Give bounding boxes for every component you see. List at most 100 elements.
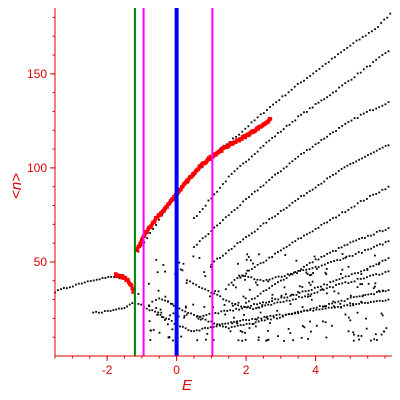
data-point	[192, 282, 195, 285]
data-point	[311, 267, 314, 270]
data-point	[305, 271, 308, 274]
data-point	[382, 290, 384, 292]
data-point	[359, 71, 362, 74]
data-point	[204, 327, 206, 329]
data-point	[268, 256, 271, 259]
data-point	[322, 305, 324, 308]
data-point	[317, 141, 320, 144]
data-point	[308, 148, 311, 151]
data-point	[300, 268, 302, 271]
data-point	[256, 150, 259, 153]
data-point	[332, 280, 335, 283]
data-point	[312, 272, 314, 274]
data-point	[315, 306, 318, 309]
data-point	[216, 293, 219, 296]
data-point	[337, 53, 339, 56]
data-point	[309, 283, 312, 286]
data-point	[352, 162, 355, 164]
data-point	[231, 302, 234, 305]
data-point	[244, 127, 247, 130]
data-point	[235, 321, 238, 324]
data-point	[201, 237, 204, 240]
data-point	[231, 322, 234, 325]
data-point	[250, 121, 253, 124]
data-point	[326, 177, 329, 180]
data-point	[259, 186, 262, 188]
data-point	[248, 234, 250, 237]
data-point	[307, 338, 310, 340]
data-point	[294, 271, 297, 273]
data-point	[380, 22, 383, 24]
data-point	[268, 218, 271, 221]
data-point	[280, 275, 283, 278]
data-point	[262, 301, 264, 304]
data-point	[375, 149, 378, 152]
data-point	[274, 215, 276, 218]
data-point	[206, 332, 209, 335]
data-point	[329, 251, 331, 254]
data-point	[187, 312, 190, 314]
data-point	[376, 244, 378, 247]
data-point	[271, 297, 273, 300]
data-point	[233, 140, 238, 145]
data-point	[351, 255, 354, 257]
data-point	[347, 265, 350, 268]
data-point	[367, 154, 369, 156]
data-point	[298, 292, 301, 294]
data-point	[364, 294, 367, 296]
data-point	[230, 173, 233, 175]
data-point	[284, 254, 287, 256]
data-point	[317, 226, 320, 229]
data-point	[204, 204, 207, 207]
data-point	[256, 116, 259, 119]
data-point	[311, 188, 314, 191]
data-point	[128, 303, 131, 306]
data-point	[350, 281, 353, 283]
data-point	[292, 339, 295, 342]
data-point	[349, 44, 352, 47]
data-point	[330, 306, 333, 309]
data-point	[317, 184, 320, 186]
data-point	[190, 330, 193, 332]
data-point	[230, 281, 233, 284]
data-point	[248, 196, 250, 199]
data-point	[224, 180, 227, 183]
data-point	[381, 54, 384, 56]
data-point	[387, 144, 390, 147]
data-point	[246, 306, 248, 309]
data-point	[387, 50, 390, 53]
data-point	[269, 106, 271, 108]
data-point	[148, 309, 151, 312]
data-point	[329, 281, 332, 283]
data-point	[257, 320, 260, 323]
data-point	[167, 300, 170, 303]
data-point	[297, 269, 300, 272]
data-point	[254, 281, 257, 284]
data-point	[335, 90, 337, 93]
data-point	[315, 70, 318, 72]
data-point	[329, 94, 331, 97]
data-point	[255, 307, 257, 310]
data-point	[301, 325, 304, 327]
data-point	[360, 270, 363, 273]
data-point	[195, 329, 198, 332]
data-point	[277, 335, 279, 337]
data-point	[201, 327, 204, 330]
data-point	[309, 320, 311, 323]
data-point	[359, 113, 362, 116]
data-point	[342, 257, 345, 260]
data-point	[241, 307, 244, 310]
data-point	[152, 329, 155, 331]
data-point	[185, 282, 188, 284]
data-point	[285, 245, 288, 248]
data-point	[325, 336, 328, 339]
data-point	[237, 304, 240, 307]
data-point	[233, 320, 236, 323]
data-point	[214, 312, 217, 314]
data-point	[192, 255, 195, 258]
data-point	[327, 306, 330, 309]
data-point	[245, 272, 247, 275]
data-point	[253, 303, 255, 305]
data-point	[362, 112, 365, 115]
data-point	[286, 296, 289, 299]
